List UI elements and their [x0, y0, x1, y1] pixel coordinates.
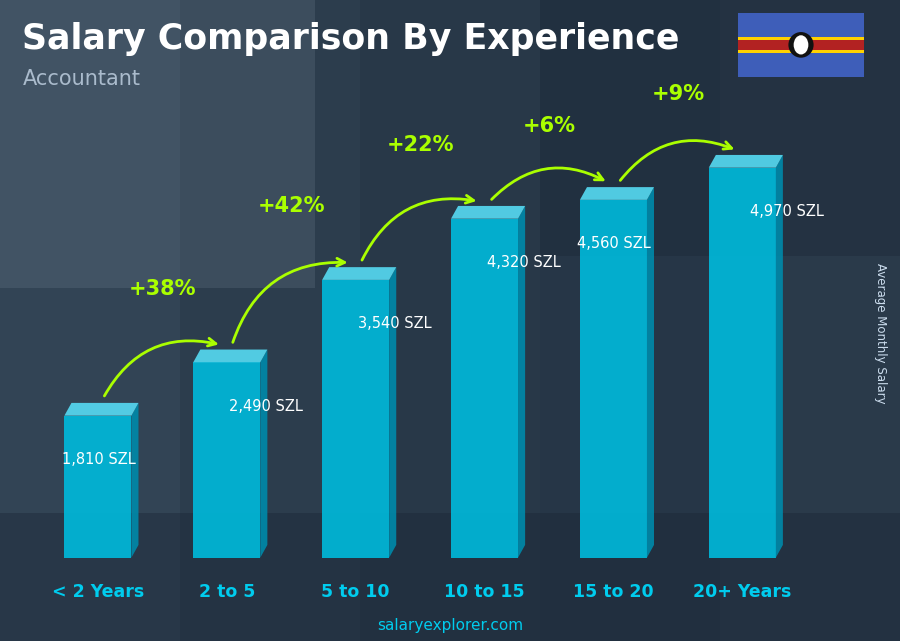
- Text: 2,490 SZL: 2,490 SZL: [230, 399, 303, 413]
- Text: 10 to 15: 10 to 15: [445, 583, 525, 601]
- Polygon shape: [709, 155, 783, 168]
- Text: 4,970 SZL: 4,970 SZL: [750, 204, 824, 219]
- Polygon shape: [65, 403, 139, 415]
- Polygon shape: [451, 219, 518, 558]
- Text: Salary Comparison By Experience: Salary Comparison By Experience: [22, 22, 680, 56]
- Polygon shape: [580, 187, 654, 200]
- Text: +38%: +38%: [129, 279, 196, 299]
- Text: +22%: +22%: [386, 135, 454, 155]
- Polygon shape: [451, 206, 525, 219]
- Text: Accountant: Accountant: [22, 69, 140, 88]
- Polygon shape: [776, 155, 783, 558]
- Text: Average Monthly Salary: Average Monthly Salary: [874, 263, 886, 404]
- Polygon shape: [260, 349, 267, 558]
- Bar: [738, 37, 864, 53]
- Polygon shape: [194, 362, 260, 558]
- Text: +6%: +6%: [523, 116, 575, 136]
- Polygon shape: [194, 349, 267, 362]
- Polygon shape: [518, 206, 525, 558]
- Text: +42%: +42%: [257, 196, 325, 216]
- Polygon shape: [322, 267, 396, 280]
- Bar: [738, 40, 864, 50]
- Ellipse shape: [794, 35, 808, 54]
- Text: 1,810 SZL: 1,810 SZL: [62, 452, 136, 467]
- Text: 4,320 SZL: 4,320 SZL: [487, 255, 561, 270]
- Polygon shape: [709, 168, 776, 558]
- Text: 20+ Years: 20+ Years: [693, 583, 791, 601]
- Polygon shape: [389, 267, 396, 558]
- Polygon shape: [580, 200, 647, 558]
- Ellipse shape: [788, 32, 814, 58]
- Text: 2 to 5: 2 to 5: [199, 583, 255, 601]
- Text: 3,540 SZL: 3,540 SZL: [358, 316, 432, 331]
- Text: salaryexplorer.com: salaryexplorer.com: [377, 619, 523, 633]
- Text: 15 to 20: 15 to 20: [573, 583, 653, 601]
- Polygon shape: [65, 415, 131, 558]
- Polygon shape: [322, 280, 389, 558]
- Polygon shape: [647, 187, 654, 558]
- Text: 5 to 10: 5 to 10: [321, 583, 390, 601]
- Text: < 2 Years: < 2 Years: [52, 583, 144, 601]
- Text: +9%: +9%: [652, 84, 705, 104]
- Polygon shape: [131, 403, 139, 558]
- Text: 4,560 SZL: 4,560 SZL: [577, 237, 651, 251]
